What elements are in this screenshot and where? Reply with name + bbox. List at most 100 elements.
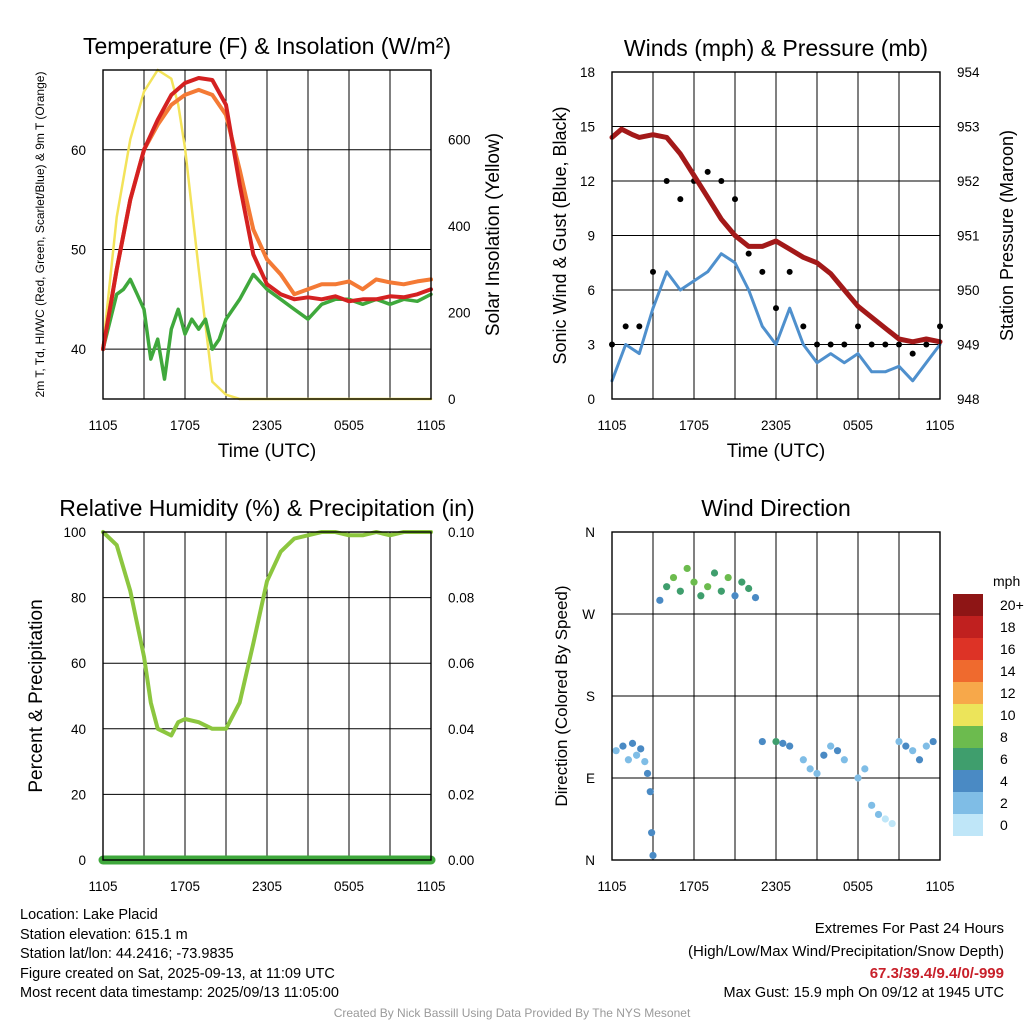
meteogram-charts: 1105 1705 2305 0505 11054050600200400600Temp… [26,33,1024,894]
direction-point [731,592,739,600]
legend-swatch [953,726,983,748]
dir-xtick-label: 1705 [679,879,709,894]
direction-point [710,569,719,577]
direction-point [895,737,903,746]
wind-xtick-label: 2305 [761,418,791,433]
temp-ytick-label: 40 [71,342,86,357]
direction-point [806,765,814,773]
rh-frame [102,531,432,861]
wind-y2tick-label: 954 [957,65,980,80]
legend-label: 12 [1000,685,1016,701]
direction-point [724,573,732,582]
station-location: Location: Lake Placid [20,907,158,923]
direction-point [799,756,807,764]
rh-ytick-label: 0 [78,853,86,868]
legend-swatch [953,704,983,726]
gust-point [909,350,916,357]
direction-point [649,851,657,860]
legend-label: 4 [1000,773,1008,789]
wind-ytick-label: 12 [580,174,595,189]
direction-point [745,584,753,593]
legend-swatch [953,748,983,770]
wind-y2tick-label: 949 [957,338,980,353]
wind-y2tick-label: 952 [957,174,980,189]
wind-ylabel-right: Station Pressure (Maroon) [997,130,1017,341]
dir-ytick-label: W [582,607,595,622]
direction-point [922,742,930,750]
gust-point [636,323,643,330]
rh-xtick-label: 0505 [334,879,364,894]
rh-y2tick-label: 0.02 [448,787,474,802]
gust-point [704,168,711,175]
rh-xtick-label: 1105 [88,879,117,894]
legend-swatch [953,792,983,814]
legend-swatch [953,638,983,660]
gust-point [622,323,629,330]
wind-y2tick-label: 953 [957,120,980,135]
rh-y2tick-label: 0.10 [448,525,474,540]
temp-9m-line [101,87,433,352]
rh-ytick-label: 60 [71,656,86,671]
wind-ytick-label: 18 [580,65,595,80]
wind-ylabel-left: Sonic Wind & Gust (Blue, Black) [550,106,570,364]
direction-point [902,742,910,750]
direction-point [676,587,684,595]
temp-ylabel-left: 2m T, Td, HI/WC (Red, Green, Scarlet/Blu… [33,72,47,398]
wind-y2tick-label: 951 [957,229,980,244]
direction-point [690,578,698,586]
recent-timestamp: Most recent data timestamp: 2025/09/13 1… [20,985,339,1001]
direction-point [929,737,937,746]
direction-point [751,594,760,602]
temp-xlabel: Time (UTC) [218,441,317,462]
credit-line: Created By Nick Bassill Using Data Provi… [333,1006,691,1020]
dir-title: Wind Direction [701,495,851,521]
direction-point [717,587,725,595]
direction-point [909,747,917,755]
dir-xtick-label: 1105 [925,879,954,894]
station-info: Location: Lake Placid Station elevation:… [20,906,339,1004]
dir-frame [611,531,941,861]
pressure-line [609,126,943,345]
direction-point [888,819,896,828]
rh-y2tick-label: 0.08 [448,591,474,606]
direction-point [646,788,654,796]
legend-label: 0 [1000,817,1008,833]
direction-point [612,747,620,755]
gust-point [855,323,861,330]
legend-label: 8 [1000,729,1008,745]
direction-point [779,739,787,747]
direction-point [868,801,876,809]
temp-title: Temperature (F) & Insolation (W/m²) [83,33,451,59]
rh-ytick-label: 80 [71,591,86,606]
temp-xtick-label: 1105 [416,418,445,433]
legend-label: 18 [1000,619,1016,635]
rh-xtick-label: 1105 [416,879,445,894]
dir-xtick-label: 0505 [843,879,873,894]
gust-point [882,341,889,348]
dir-ytick-label: S [586,689,595,704]
figure-created: Figure created on Sat, 2025-09-13, at 11… [20,965,335,982]
temp-ytick-label: 60 [71,143,86,158]
rh-xtick-label: 1705 [170,879,200,894]
legend-swatch [953,594,983,616]
direction-point [874,810,883,819]
legend-swatch [953,814,983,836]
dir-ytick-label: E [586,771,595,786]
legend-label: 10 [1000,707,1016,723]
temp-xtick-label: 0505 [334,418,364,433]
rh-ytick-label: 20 [71,787,86,802]
gust-point [663,178,670,184]
gust-point [718,178,725,184]
temp-frame [102,69,432,400]
rh-ytick-label: 40 [71,722,86,737]
gust-point [677,196,684,203]
gust-point [841,341,848,348]
wind-ytick-label: 15 [580,120,595,135]
direction-point [637,745,645,753]
dir-xtick-label: 2305 [761,879,791,894]
legend-label: 2 [1000,795,1008,811]
direction-point [738,578,746,586]
dir-ytick-label: N [585,525,595,540]
rh-line [101,530,433,738]
gust-point [800,323,807,330]
